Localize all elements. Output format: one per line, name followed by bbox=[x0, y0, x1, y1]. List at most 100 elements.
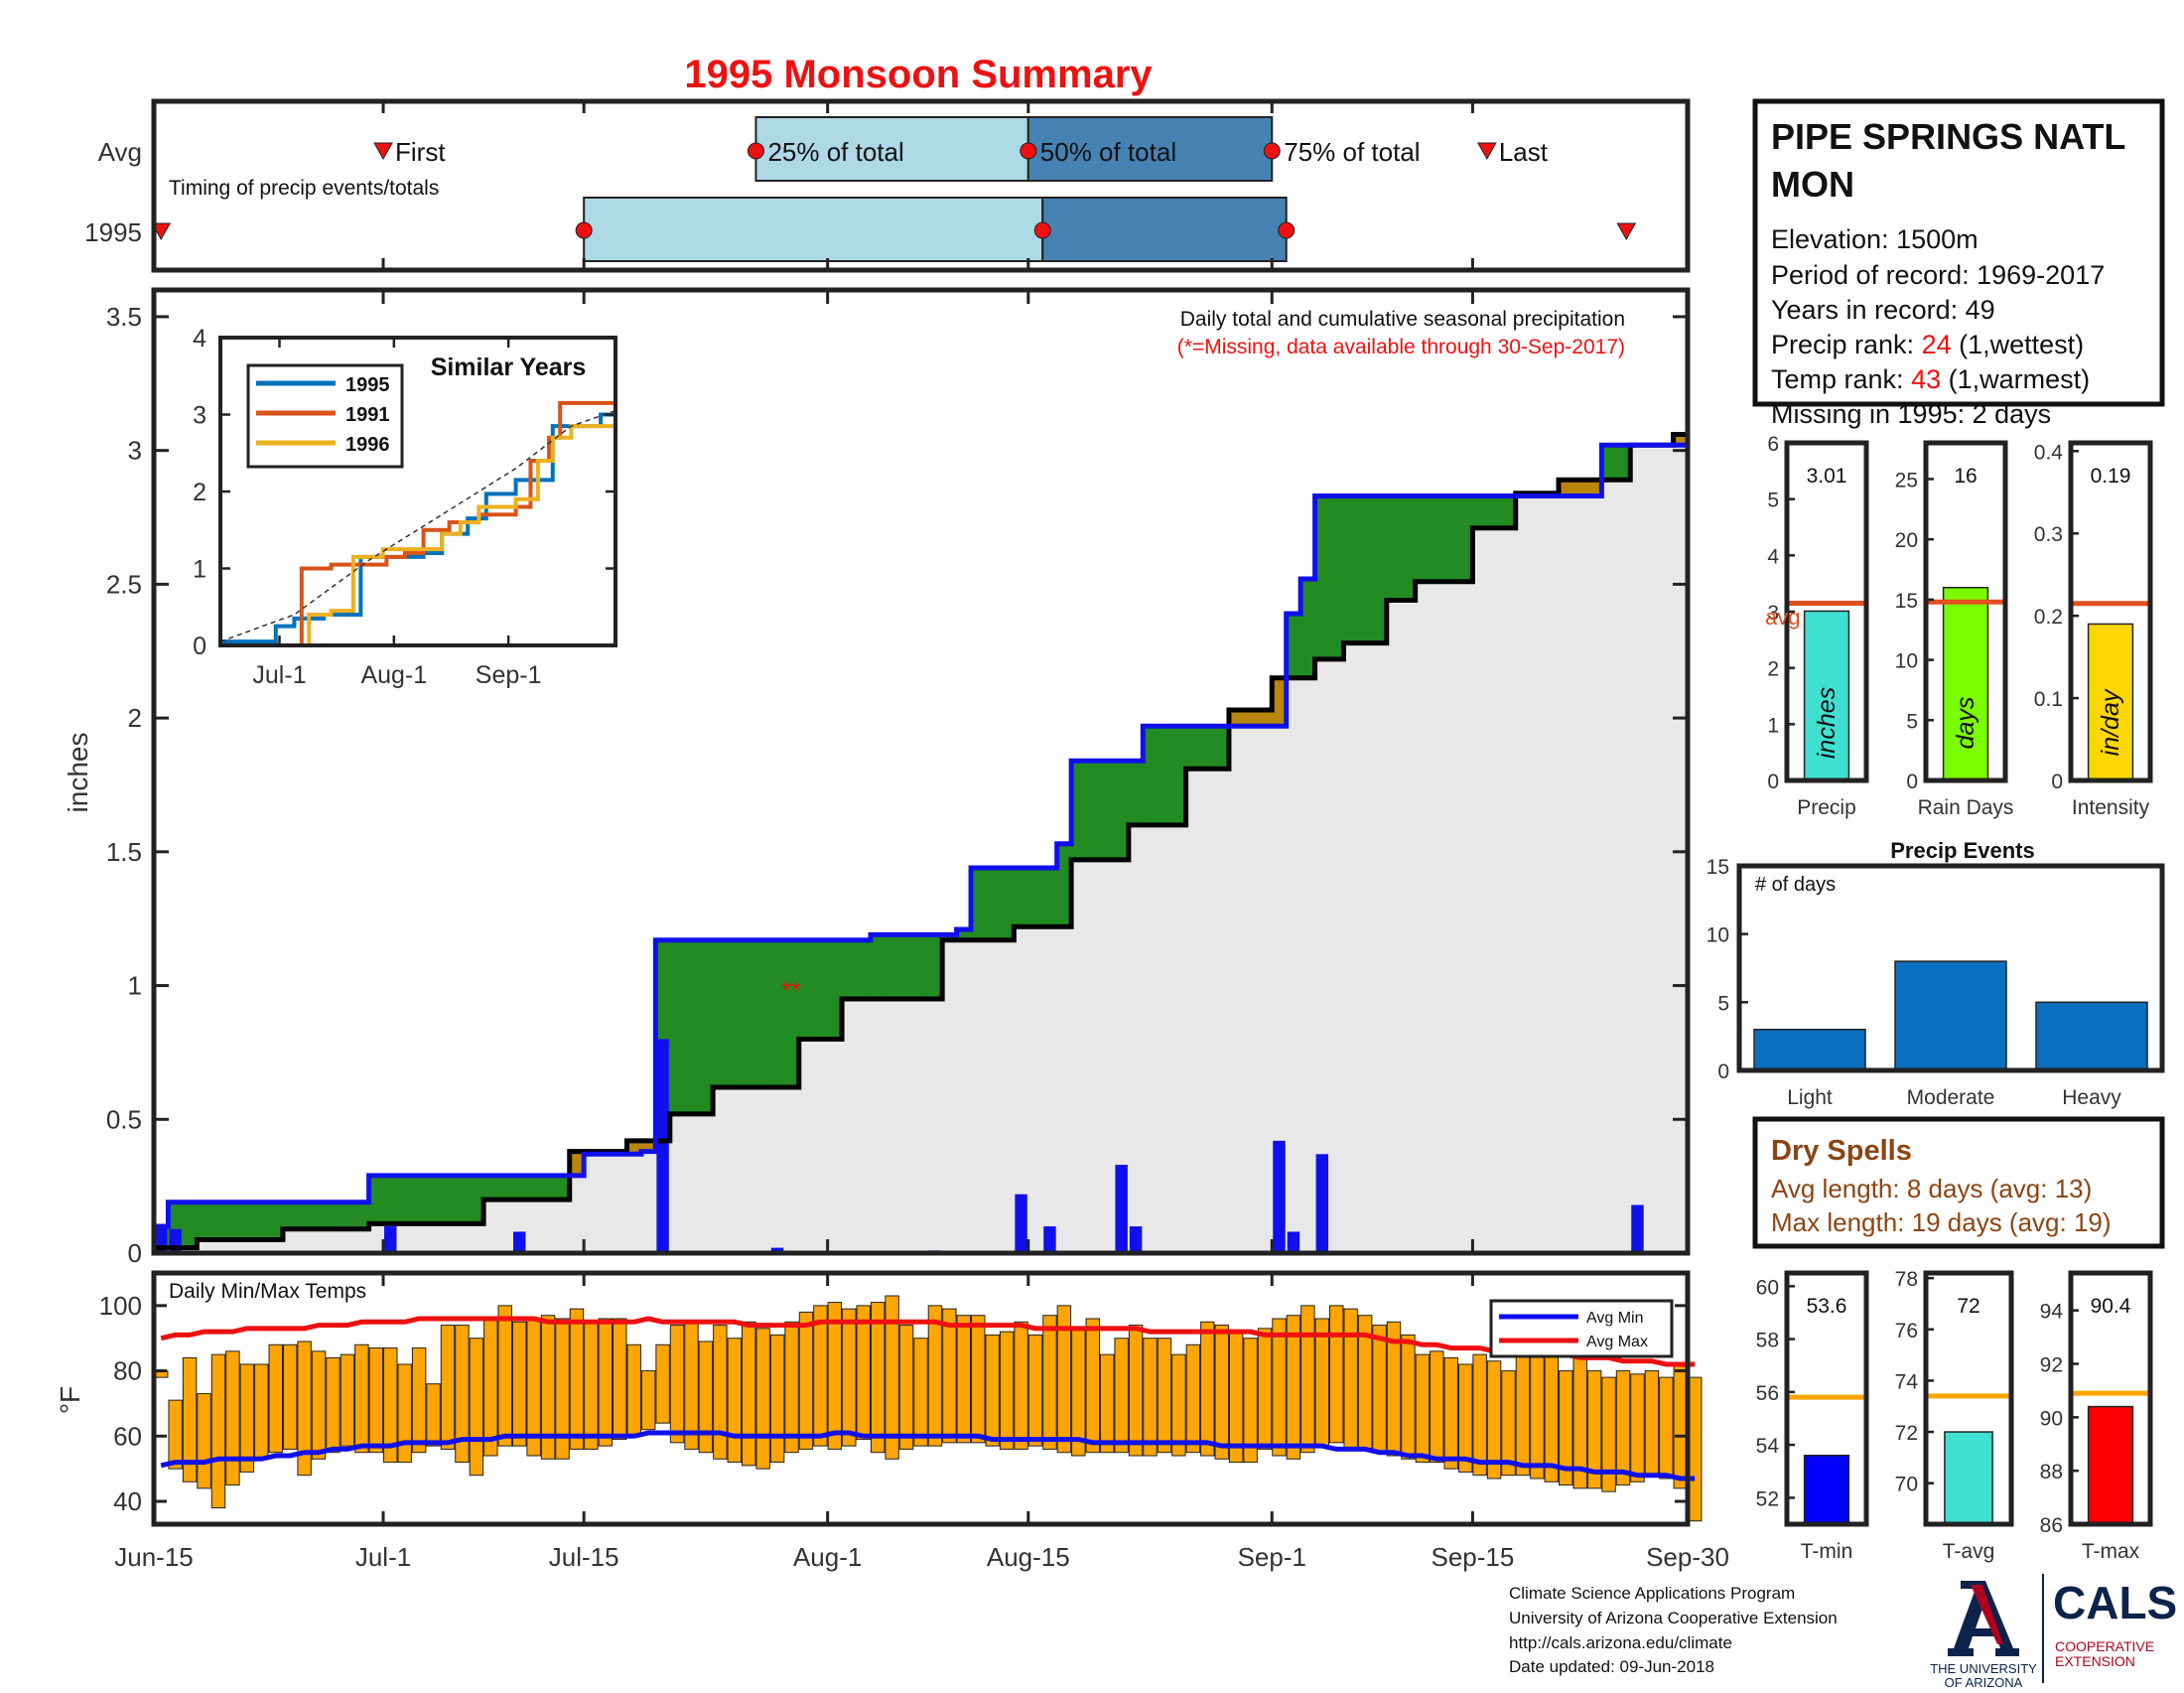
daily-temp-bar bbox=[1228, 1331, 1244, 1464]
deficit-fill bbox=[326, 1201, 341, 1229]
missing-note: (*=Missing, data available through 30-Se… bbox=[1177, 336, 1625, 358]
deficit-fill bbox=[713, 939, 729, 1087]
deficit-fill bbox=[397, 1175, 413, 1224]
daily-temp-bar bbox=[813, 1305, 828, 1447]
daily-temp-bar bbox=[182, 1356, 198, 1482]
precip-stat-value: 3.01 bbox=[1807, 465, 1847, 488]
daily-temp-bar bbox=[1143, 1338, 1158, 1457]
daily-precip-bar bbox=[1631, 1204, 1644, 1253]
daily-temp-bar bbox=[1443, 1356, 1458, 1470]
tmax-stat-value: 90.4 bbox=[2091, 1295, 2131, 1318]
main-plot-frame bbox=[151, 287, 1691, 1256]
tmax-stat-bar bbox=[2087, 1405, 2134, 1525]
deficit-fill bbox=[727, 939, 743, 1087]
university-of-arizona-logo: THE UNIVERSITY OF ARIZONA bbox=[1930, 1581, 2037, 1690]
intensity-stat-bar bbox=[2087, 623, 2134, 781]
daily-temp-bar bbox=[1185, 1343, 1201, 1454]
events-title: Precip Events bbox=[1890, 838, 2035, 863]
daily-temp-bar bbox=[1128, 1325, 1144, 1457]
xtick-label-6: Sep-15 bbox=[1431, 1542, 1514, 1572]
tmax-stat-ytick-label-0: 86 bbox=[2040, 1514, 2063, 1537]
deficit-fill bbox=[913, 934, 929, 1000]
deficit-fill bbox=[842, 939, 858, 1000]
deficit-fill bbox=[856, 939, 872, 1000]
tavg-stat-ytick-label-2: 74 bbox=[1895, 1370, 1919, 1393]
daily-temp-bar bbox=[297, 1340, 312, 1477]
daily-temp-bar bbox=[1486, 1360, 1502, 1480]
daily-temp-bar bbox=[827, 1302, 843, 1450]
surplus-fill bbox=[1673, 434, 1689, 446]
station-name-line2: MON bbox=[1771, 164, 1854, 205]
deficit-fill bbox=[1286, 614, 1301, 678]
tmax-stat-ytick-label-1: 88 bbox=[2040, 1461, 2063, 1483]
daily-temp-bar bbox=[311, 1350, 327, 1460]
deficit-fill bbox=[898, 934, 914, 1000]
daily-temp-bar bbox=[1243, 1338, 1258, 1464]
raindays-stat-ytick-label-3: 15 bbox=[1895, 590, 1918, 613]
main-ytick-label-0: 0 bbox=[128, 1238, 142, 1268]
daily-temp-bar bbox=[483, 1318, 498, 1457]
daily-temp-bar bbox=[842, 1308, 857, 1447]
precip-stat-bar bbox=[1803, 610, 1850, 781]
tavg-stat-ytick-label-1: 72 bbox=[1895, 1422, 1918, 1445]
daily-temp-bar bbox=[584, 1321, 599, 1450]
daily-temp-bar bbox=[282, 1343, 298, 1450]
deficit-fill bbox=[698, 939, 714, 1114]
temperature-panel: 40 60 80 100 Jun-15 Jul-1 Jul-15 Aug-1 Aug-15 Sep… bbox=[55, 1270, 1729, 1572]
avg-p25-marker bbox=[747, 142, 764, 160]
deficit-fill bbox=[511, 1175, 528, 1200]
deficit-fill bbox=[555, 1175, 571, 1200]
daily-precip-bar bbox=[656, 1039, 669, 1253]
deficit-fill bbox=[1430, 495, 1445, 582]
station-period: Period of record: 1969-2017 bbox=[1771, 260, 2105, 290]
raindays-stat-ytick-label-0: 0 bbox=[1906, 771, 1918, 793]
daily-temp-bar bbox=[1329, 1305, 1344, 1444]
daily-temp-bar bbox=[1472, 1353, 1487, 1477]
daily-temp-bar bbox=[1027, 1334, 1043, 1447]
daily-precip-bar bbox=[1129, 1226, 1143, 1253]
cals-logo: CALS COOPERATIVE EXTENSION bbox=[2053, 1577, 2177, 1669]
legend-label-avg-max: Avg Max bbox=[1586, 1334, 1648, 1350]
avg-p75-marker bbox=[1263, 142, 1281, 160]
daily-temp-bar bbox=[856, 1305, 871, 1441]
station-missing: Missing in 1995: 2 days bbox=[1771, 399, 2051, 429]
daily-temp-bar bbox=[1615, 1370, 1631, 1486]
year-p25-p50-box bbox=[583, 197, 1044, 262]
daily-precip-bar bbox=[770, 1247, 784, 1253]
daily-temp-bar bbox=[569, 1308, 585, 1450]
dry-title: Dry Spells bbox=[1771, 1135, 1912, 1167]
page-title: 1995 Monsoon Summary bbox=[684, 53, 1153, 96]
event-category-moderate: Moderate bbox=[1907, 1086, 1995, 1109]
surplus-fill bbox=[640, 1140, 656, 1152]
deficit-fill bbox=[1143, 726, 1159, 825]
deficit-fill bbox=[927, 934, 943, 1000]
deficit-fill bbox=[1314, 495, 1330, 659]
year-p75-marker bbox=[1278, 221, 1296, 239]
main-ytick-label-4: 2 bbox=[128, 703, 142, 733]
daily-temp-bar bbox=[913, 1338, 928, 1447]
daily-temp-bar bbox=[1530, 1353, 1545, 1480]
daily-temp-bar bbox=[340, 1353, 355, 1447]
daily-temp-bar bbox=[1688, 1376, 1703, 1522]
surplus-fill bbox=[1243, 710, 1259, 727]
tmin-stat-frame bbox=[1784, 1270, 1869, 1527]
deficit-fill bbox=[540, 1175, 556, 1200]
raindays-stat-ytick-label-2: 10 bbox=[1895, 650, 1918, 673]
deficit-fill bbox=[1027, 868, 1043, 927]
daily-temp-bar bbox=[784, 1321, 799, 1454]
daily-temp-bar bbox=[1386, 1321, 1402, 1457]
deficit-fill bbox=[999, 868, 1015, 940]
inset-xtick-label-1: Aug-1 bbox=[360, 661, 427, 689]
precip-stat-ytick-label-6: 6 bbox=[1767, 433, 1779, 456]
tmin-stat-ytick-label-1: 54 bbox=[1756, 1435, 1780, 1458]
main-ytick-label-3: 1.5 bbox=[106, 837, 142, 867]
deficit-fill bbox=[755, 939, 771, 1087]
footer-line4: Date updated: 09-Jun-2018 bbox=[1509, 1657, 1714, 1676]
daily-temp-bar bbox=[1056, 1305, 1072, 1454]
surplus-fill bbox=[1572, 480, 1588, 496]
a-logo-red-stroke bbox=[1971, 1585, 2003, 1644]
intensity-stat-ytick-label-3: 0.3 bbox=[2034, 523, 2063, 546]
deficit-fill bbox=[268, 1201, 284, 1240]
year-first-marker bbox=[151, 222, 172, 241]
